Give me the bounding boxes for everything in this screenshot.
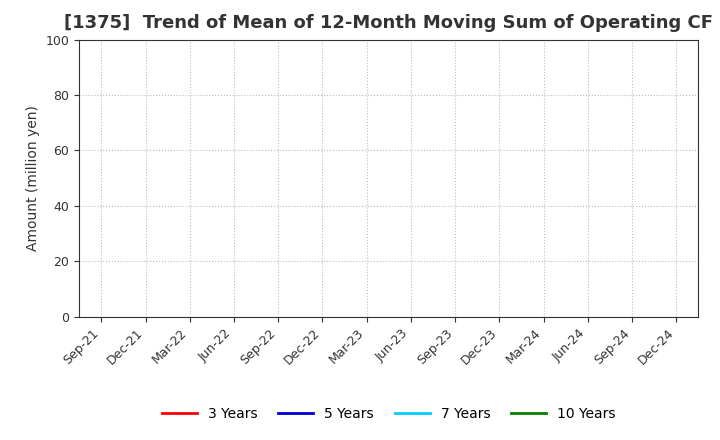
- Legend: 3 Years, 5 Years, 7 Years, 10 Years: 3 Years, 5 Years, 7 Years, 10 Years: [157, 401, 621, 426]
- Y-axis label: Amount (million yen): Amount (million yen): [26, 105, 40, 251]
- Title: [1375]  Trend of Mean of 12-Month Moving Sum of Operating CF: [1375] Trend of Mean of 12-Month Moving …: [64, 15, 714, 33]
